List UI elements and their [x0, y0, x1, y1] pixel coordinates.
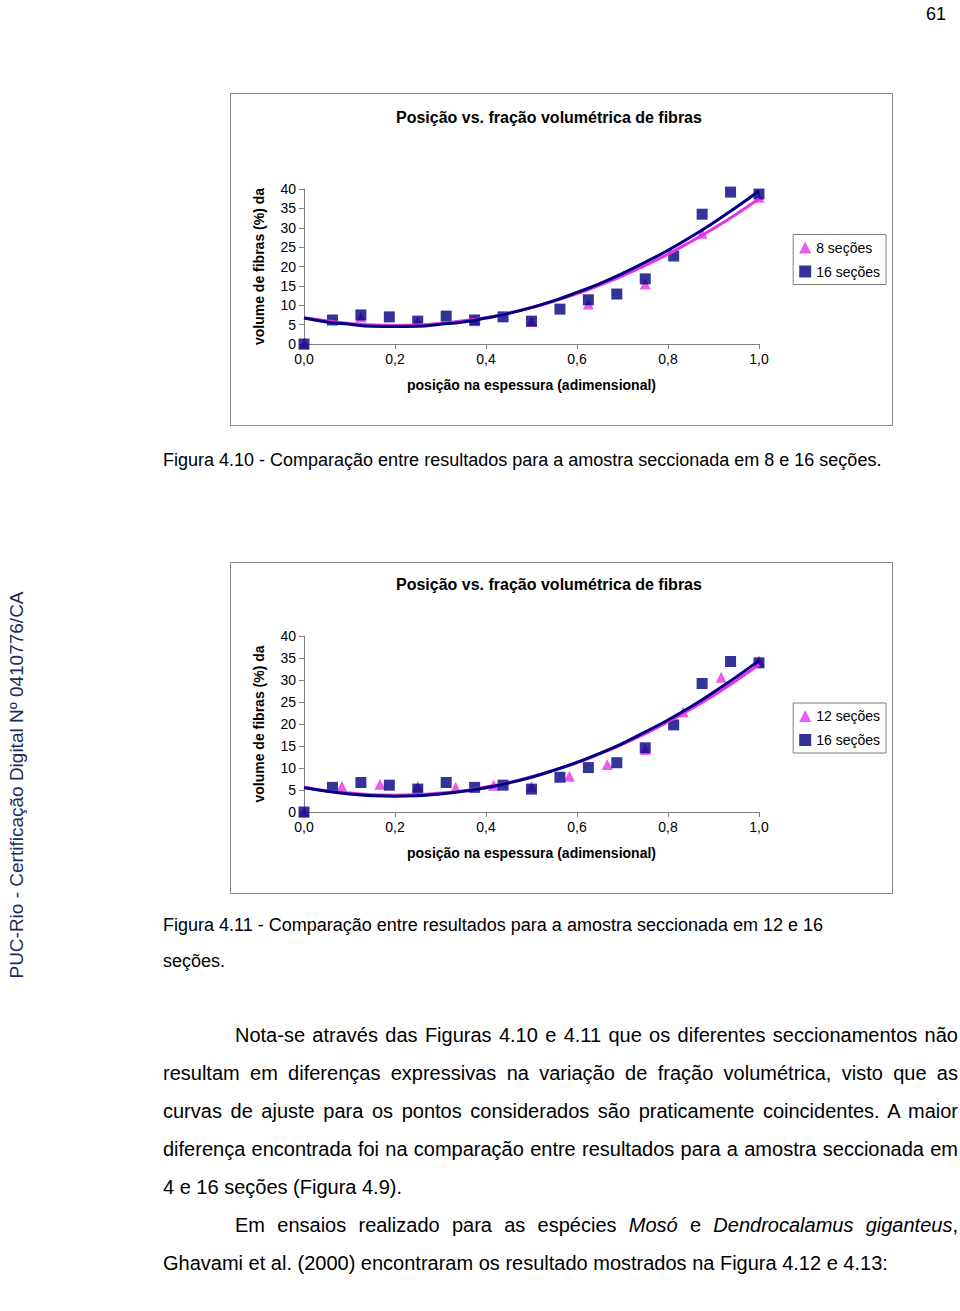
html-text:PUC-Rio - Certificação Digital: PUC-Rio - Certificação Digital Nº 041077… — [6, 591, 27, 979]
svg-text:16 seções: 16 seções — [816, 732, 880, 748]
html-text:61: 61 — [926, 4, 946, 24]
svg-text:posição na espessura (adimensi: posição na espessura (adimensional) — [407, 845, 656, 861]
svg-text:15: 15 — [280, 278, 296, 294]
svg-text:0,2: 0,2 — [385, 351, 405, 367]
svg-text:20: 20 — [280, 716, 296, 732]
svg-text:40: 40 — [280, 181, 296, 197]
svg-text:25: 25 — [280, 694, 296, 710]
svg-text:volume de fibras (%) da: volume de fibras (%) da — [251, 645, 267, 802]
svg-text:10: 10 — [280, 297, 296, 313]
svg-text:35: 35 — [280, 650, 296, 666]
html-text:Figura 4.11 - Comparação entre: Figura 4.11 - Comparação entre resultado… — [163, 915, 823, 971]
svg-text:0,6: 0,6 — [567, 819, 587, 835]
svg-text:16 seções: 16 seções — [816, 264, 880, 280]
svg-text:35: 35 — [280, 200, 296, 216]
svg-text:0,8: 0,8 — [658, 351, 678, 367]
svg-text:0: 0 — [288, 804, 296, 820]
html-text:Nota-se através das Figuras 4.: Nota-se através das Figuras 4.10 e 4.11 … — [163, 1024, 958, 1198]
svg-text:5: 5 — [288, 317, 296, 333]
svg-text:0,6: 0,6 — [567, 351, 587, 367]
svg-text:0,0: 0,0 — [294, 819, 314, 835]
svg-text:0,8: 0,8 — [658, 819, 678, 835]
svg-text:30: 30 — [280, 220, 296, 236]
svg-text:25: 25 — [280, 239, 296, 255]
svg-text:8 seções: 8 seções — [816, 240, 872, 256]
svg-text:0,4: 0,4 — [476, 819, 496, 835]
svg-text:15: 15 — [280, 738, 296, 754]
svg-text:5: 5 — [288, 782, 296, 798]
svg-text:0: 0 — [288, 336, 296, 352]
svg-text:1,0: 1,0 — [749, 819, 769, 835]
svg-text:0,4: 0,4 — [476, 351, 496, 367]
svg-text:30: 30 — [280, 672, 296, 688]
html-text:Figura 4.10 - Comparação entre: Figura 4.10 - Comparação entre resultado… — [163, 450, 882, 470]
html-text:Em ensaios realizado para as e: Em ensaios realizado para as espécies Mo… — [163, 1214, 958, 1274]
svg-text:0,0: 0,0 — [294, 351, 314, 367]
svg-text:volume de fibras (%) da: volume de fibras (%) da — [251, 188, 267, 345]
svg-text:Posição vs. fração volumétrica: Posição vs. fração volumétrica de fibras — [396, 576, 702, 593]
svg-text:12 seções: 12 seções — [816, 708, 880, 724]
svg-text:40: 40 — [280, 628, 296, 644]
svg-text:0,2: 0,2 — [385, 819, 405, 835]
svg-text:Posição vs. fração volumétrica: Posição vs. fração volumétrica de fibras — [396, 109, 702, 126]
svg-text:10: 10 — [280, 760, 296, 776]
svg-text:20: 20 — [280, 259, 296, 275]
svg-text:1,0: 1,0 — [749, 351, 769, 367]
svg-text:posição na espessura (adimensi: posição na espessura (adimensional) — [407, 377, 656, 393]
